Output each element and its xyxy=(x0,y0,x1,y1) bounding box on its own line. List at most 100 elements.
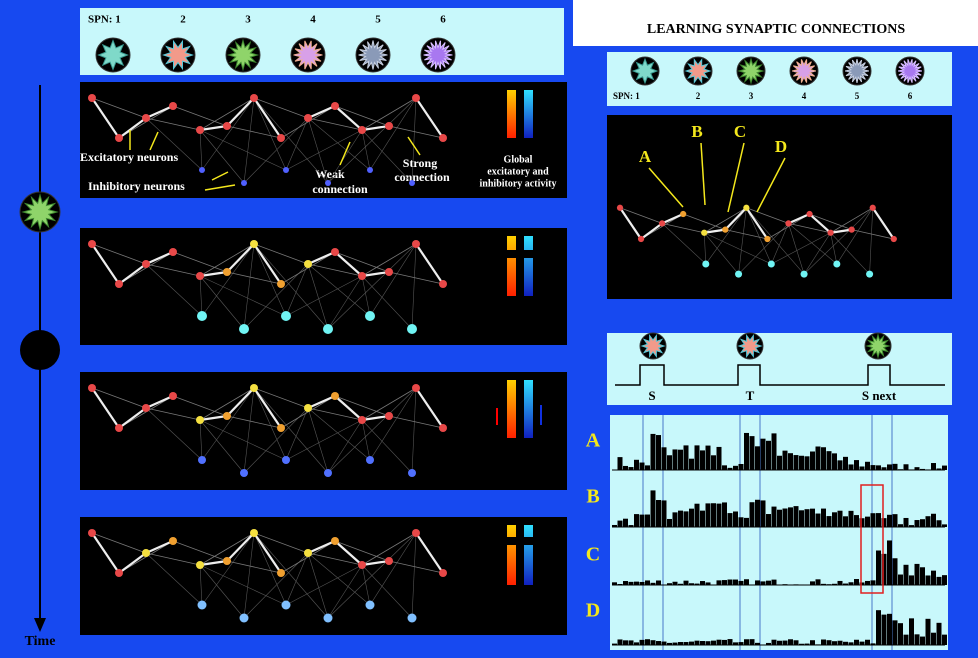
raster-bin xyxy=(744,518,749,527)
raster-bin xyxy=(618,521,623,527)
excitatory-neuron xyxy=(785,220,791,226)
spn-number: 3 xyxy=(245,14,251,26)
raster-bin xyxy=(733,466,738,470)
raster-bin xyxy=(744,639,749,645)
raster-bin xyxy=(865,581,870,585)
raster-bin xyxy=(634,514,639,527)
inhibitory-neuron xyxy=(735,271,742,278)
raster-bin xyxy=(799,456,804,470)
raster-bin xyxy=(816,514,821,527)
raster-bin xyxy=(799,510,804,527)
raster-bin xyxy=(689,642,694,645)
excitatory-neuron xyxy=(304,114,312,122)
raster-bin xyxy=(898,623,903,645)
raster-bin xyxy=(722,580,727,585)
raster-bin xyxy=(788,453,793,470)
excitatory-label: Excitatory neurons xyxy=(80,150,178,164)
excitatory-neuron xyxy=(849,227,855,233)
raster-bin xyxy=(783,451,788,470)
raster-bin xyxy=(860,642,865,645)
raster-bin xyxy=(838,511,843,527)
raster-bin xyxy=(772,640,777,645)
raster-bin xyxy=(695,445,700,470)
raster-bin xyxy=(662,500,667,527)
raster-bin xyxy=(854,640,859,645)
timing-label: T xyxy=(746,388,755,403)
raster-bin xyxy=(717,447,722,470)
bar-gap xyxy=(506,537,536,545)
raster-bin xyxy=(651,434,656,470)
raster-bin xyxy=(931,463,936,470)
raster-bin xyxy=(656,435,661,470)
spn-number: 2 xyxy=(180,14,186,26)
raster-bin xyxy=(722,640,727,645)
raster-bin xyxy=(843,457,848,470)
spn-label-right: SPN: 1 xyxy=(613,91,640,101)
raster-bin xyxy=(733,511,738,527)
excitatory-neuron xyxy=(196,561,204,569)
inhibitory-neuron xyxy=(366,456,374,464)
raster-bin xyxy=(805,456,810,470)
excitatory-neuron xyxy=(891,236,897,242)
excitatory-activity xyxy=(507,236,516,296)
raster-bin xyxy=(909,575,914,585)
raster-bin xyxy=(684,581,689,585)
network-panel xyxy=(80,372,567,490)
timing-label: S next xyxy=(862,388,897,403)
raster-bin xyxy=(849,511,854,527)
raster-bin xyxy=(645,639,650,645)
spn-number: 5 xyxy=(855,91,860,101)
raster-bin xyxy=(838,460,843,470)
raster-bin xyxy=(887,614,892,645)
raster-bin xyxy=(937,577,942,585)
raster-bin xyxy=(717,504,722,527)
raster-bin xyxy=(678,511,683,527)
raster-bin xyxy=(777,641,782,645)
raster-bin xyxy=(788,639,793,645)
raster-label: A xyxy=(586,430,601,452)
excitatory-neuron xyxy=(659,220,665,226)
raster-bin xyxy=(887,464,892,470)
raster-bin xyxy=(788,507,793,527)
excitatory-neuron xyxy=(88,240,96,248)
raster-bin xyxy=(777,510,782,527)
excitatory-neuron xyxy=(743,205,749,211)
raster-bin xyxy=(662,447,667,470)
raster-bin xyxy=(678,450,683,470)
raster-bin xyxy=(761,439,766,470)
raster-bin xyxy=(854,579,859,585)
raster-bin xyxy=(623,519,628,527)
excitatory-neuron xyxy=(169,102,177,110)
page: LEARNING SYNAPTIC CONNECTIONS SPN: 1 SPN… xyxy=(0,0,978,658)
inhibitory-neuron xyxy=(198,601,207,610)
inhibitory-neuron xyxy=(282,601,291,610)
excitatory-neuron xyxy=(439,424,447,432)
spn-number: 6 xyxy=(908,91,913,101)
raster-bin xyxy=(898,575,903,585)
excitatory-neuron xyxy=(115,569,123,577)
raster-bin xyxy=(761,500,766,527)
raster-bin xyxy=(706,503,711,527)
raster-bin xyxy=(794,455,799,470)
inhibitory-label: Inhibitory neurons xyxy=(88,179,185,193)
spn-shape xyxy=(359,41,388,70)
excitatory-neuron xyxy=(223,122,231,130)
spn-number: 4 xyxy=(310,14,316,26)
raster-bin xyxy=(667,455,672,470)
inhibitory-activity xyxy=(524,90,533,138)
raster-bin xyxy=(838,641,843,645)
excitatory-neuron xyxy=(764,236,770,242)
raster-bin xyxy=(810,581,815,585)
spn-number: 4 xyxy=(802,91,807,101)
raster-bin xyxy=(854,460,859,470)
raster-bin xyxy=(772,433,777,470)
excitatory-neuron xyxy=(385,557,393,565)
inhibitory-neuron xyxy=(325,180,331,186)
inhibitory-neuron xyxy=(197,311,207,321)
raster-bin xyxy=(843,516,848,527)
raster-bin xyxy=(794,506,799,527)
raster-bin xyxy=(926,575,931,585)
raster-bin xyxy=(700,450,705,470)
raster-bin xyxy=(728,639,733,645)
raster-bin xyxy=(865,640,870,645)
